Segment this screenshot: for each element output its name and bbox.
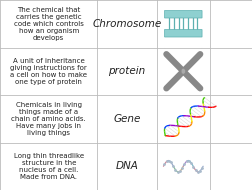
Text: DNA: DNA: [115, 161, 138, 171]
Text: Chemicals in living
things made of a
chain of amino acids.
Have many jobs in
liv: Chemicals in living things made of a cha…: [11, 102, 86, 136]
Text: Gene: Gene: [113, 114, 140, 124]
Text: Chromosome: Chromosome: [92, 19, 161, 29]
Text: protein: protein: [108, 66, 145, 76]
FancyBboxPatch shape: [164, 10, 201, 18]
FancyBboxPatch shape: [164, 29, 201, 37]
Ellipse shape: [180, 68, 185, 74]
Text: The chemical that
carries the genetic
code which controls
how an organism
develo: The chemical that carries the genetic co…: [14, 7, 83, 41]
Text: A unit of inheritance
giving instructions for
a cell on how to make
one type of : A unit of inheritance giving instruction…: [10, 58, 87, 85]
Text: Long thin threadlike
structure in the
nucleus of a cell.
Made from DNA.: Long thin threadlike structure in the nu…: [14, 153, 83, 180]
